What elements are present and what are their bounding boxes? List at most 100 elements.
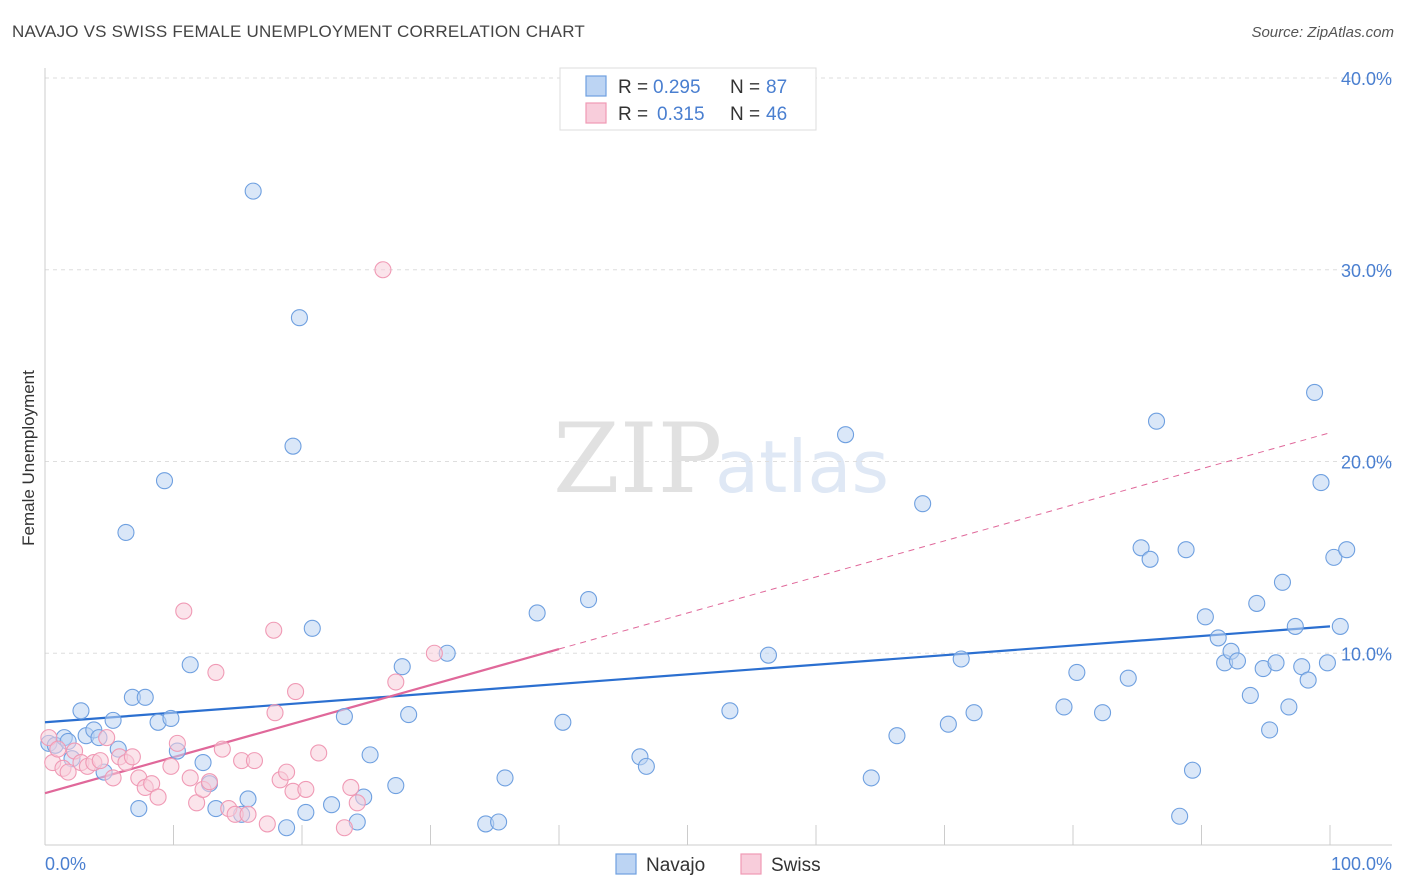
legend-r-value-navajo: 0.295 (653, 77, 701, 98)
point-navajo-83 (1306, 383, 1324, 402)
point-navajo-20 (181, 656, 199, 674)
point-navajo-10 (104, 711, 122, 729)
scatter-points (40, 182, 1356, 837)
legend-swatch-navajo (585, 75, 607, 97)
x-tick-label-max: 100.0% (1331, 854, 1392, 874)
point-navajo-12 (117, 523, 135, 541)
series-legend-swatch-navajo (615, 853, 637, 875)
point-navajo-37 (387, 777, 405, 795)
y-tick-label-30: 30.0% (1341, 261, 1392, 281)
point-swiss-43 (342, 778, 360, 797)
point-navajo-82 (1299, 671, 1317, 689)
point-swiss-10 (98, 729, 116, 747)
y-tick-label-40: 40.0% (1341, 69, 1392, 89)
point-navajo-80 (1286, 617, 1304, 635)
watermark-atlas: atlas (715, 425, 889, 509)
point-navajo-45 (554, 713, 572, 731)
point-navajo-78 (1273, 573, 1292, 591)
y-axis-label: Female Unemployment (19, 370, 38, 546)
y-tick-label-10: 10.0% (1341, 644, 1392, 664)
point-navajo-76 (1261, 721, 1279, 739)
point-navajo-64 (1147, 412, 1166, 430)
point-navajo-60 (1094, 704, 1112, 722)
point-navajo-63 (1141, 550, 1159, 568)
point-navajo-43 (496, 769, 514, 787)
point-swiss-19 (162, 757, 180, 775)
point-navajo-65 (1171, 807, 1189, 825)
point-navajo-39 (400, 706, 418, 724)
point-navajo-87 (1331, 617, 1349, 635)
x-tick-label-min: 0.0% (45, 854, 86, 874)
stats-legend: R = 0.295 N = 87 R = 0.315 N = 46 (559, 67, 817, 131)
trendline-swiss-extension (558, 432, 1331, 650)
watermark: ZIP atlas (553, 403, 889, 515)
point-swiss-4 (59, 763, 77, 781)
series-legend: Navajo Swiss (615, 853, 821, 876)
point-navajo-26 (244, 182, 262, 200)
point-swiss-26 (207, 663, 225, 681)
point-swiss-14 (123, 748, 141, 766)
point-navajo-50 (759, 646, 778, 664)
point-swiss-46 (387, 673, 405, 691)
point-navajo-57 (965, 704, 983, 722)
series-legend-label-swiss: Swiss (771, 855, 821, 876)
watermark-zip: ZIP (553, 403, 722, 515)
point-navajo-14 (130, 800, 148, 818)
point-swiss-21 (175, 602, 193, 620)
point-navajo-30 (297, 803, 315, 821)
point-navajo-72 (1228, 652, 1247, 670)
point-swiss-37 (278, 763, 296, 781)
point-navajo-18 (162, 709, 180, 727)
legend-n-value-swiss: 46 (766, 104, 787, 125)
axes (44, 68, 1392, 846)
point-swiss-47 (425, 644, 443, 662)
point-navajo-21 (194, 753, 212, 772)
point-swiss-33 (258, 815, 276, 833)
chart-title: NAVAJO VS SWISS FEMALE UNEMPLOYMENT CORR… (12, 22, 585, 41)
point-navajo-67 (1183, 761, 1202, 779)
legend-n-label-navajo: N = (730, 77, 760, 98)
y-tick-label-20: 20.0% (1341, 453, 1392, 473)
point-navajo-88 (1338, 541, 1356, 559)
point-navajo-32 (323, 796, 341, 814)
point-navajo-59 (1068, 663, 1086, 681)
tick-labels: 10.0% 20.0% 30.0% 40.0% 0.0% 100.0% (45, 69, 1392, 874)
point-navajo-86 (1325, 548, 1343, 566)
point-navajo-62 (1132, 539, 1150, 557)
point-navajo-46 (580, 591, 598, 609)
point-navajo-84 (1312, 474, 1330, 492)
point-swiss-31 (239, 805, 257, 823)
trendline-navajo (44, 625, 1331, 724)
point-navajo-49 (721, 702, 739, 720)
point-swiss-40 (297, 780, 315, 798)
point-navajo-73 (1241, 686, 1259, 704)
point-swiss-34 (265, 621, 283, 639)
legend-n-label-swiss: N = (730, 104, 760, 125)
series-legend-swatch-swiss (740, 853, 762, 875)
point-swiss-9 (91, 752, 109, 770)
point-swiss-2 (49, 740, 67, 758)
point-navajo-58 (1055, 698, 1073, 716)
point-swiss-22 (181, 769, 199, 787)
point-navajo-42 (490, 813, 508, 831)
point-navajo-79 (1280, 698, 1298, 716)
legend-n-value-navajo: 87 (766, 77, 787, 98)
point-swiss-45 (374, 261, 392, 279)
chart-source: Source: ZipAtlas.com (1251, 24, 1394, 41)
legend-r-value-swiss: 0.315 (657, 104, 705, 125)
legend-r-label-swiss: R = (618, 104, 648, 125)
point-navajo-74 (1248, 594, 1266, 612)
point-navajo-28 (284, 437, 302, 455)
series-swiss-points (40, 261, 443, 837)
point-swiss-32 (245, 752, 264, 770)
point-navajo-48 (637, 757, 655, 775)
point-navajo-51 (837, 426, 855, 444)
point-navajo-56 (952, 650, 970, 668)
point-navajo-85 (1318, 654, 1336, 672)
point-swiss-18 (149, 788, 167, 806)
point-navajo-44 (528, 604, 546, 622)
grid (45, 77, 1392, 654)
point-swiss-20 (168, 734, 186, 752)
point-navajo-25 (239, 790, 257, 808)
